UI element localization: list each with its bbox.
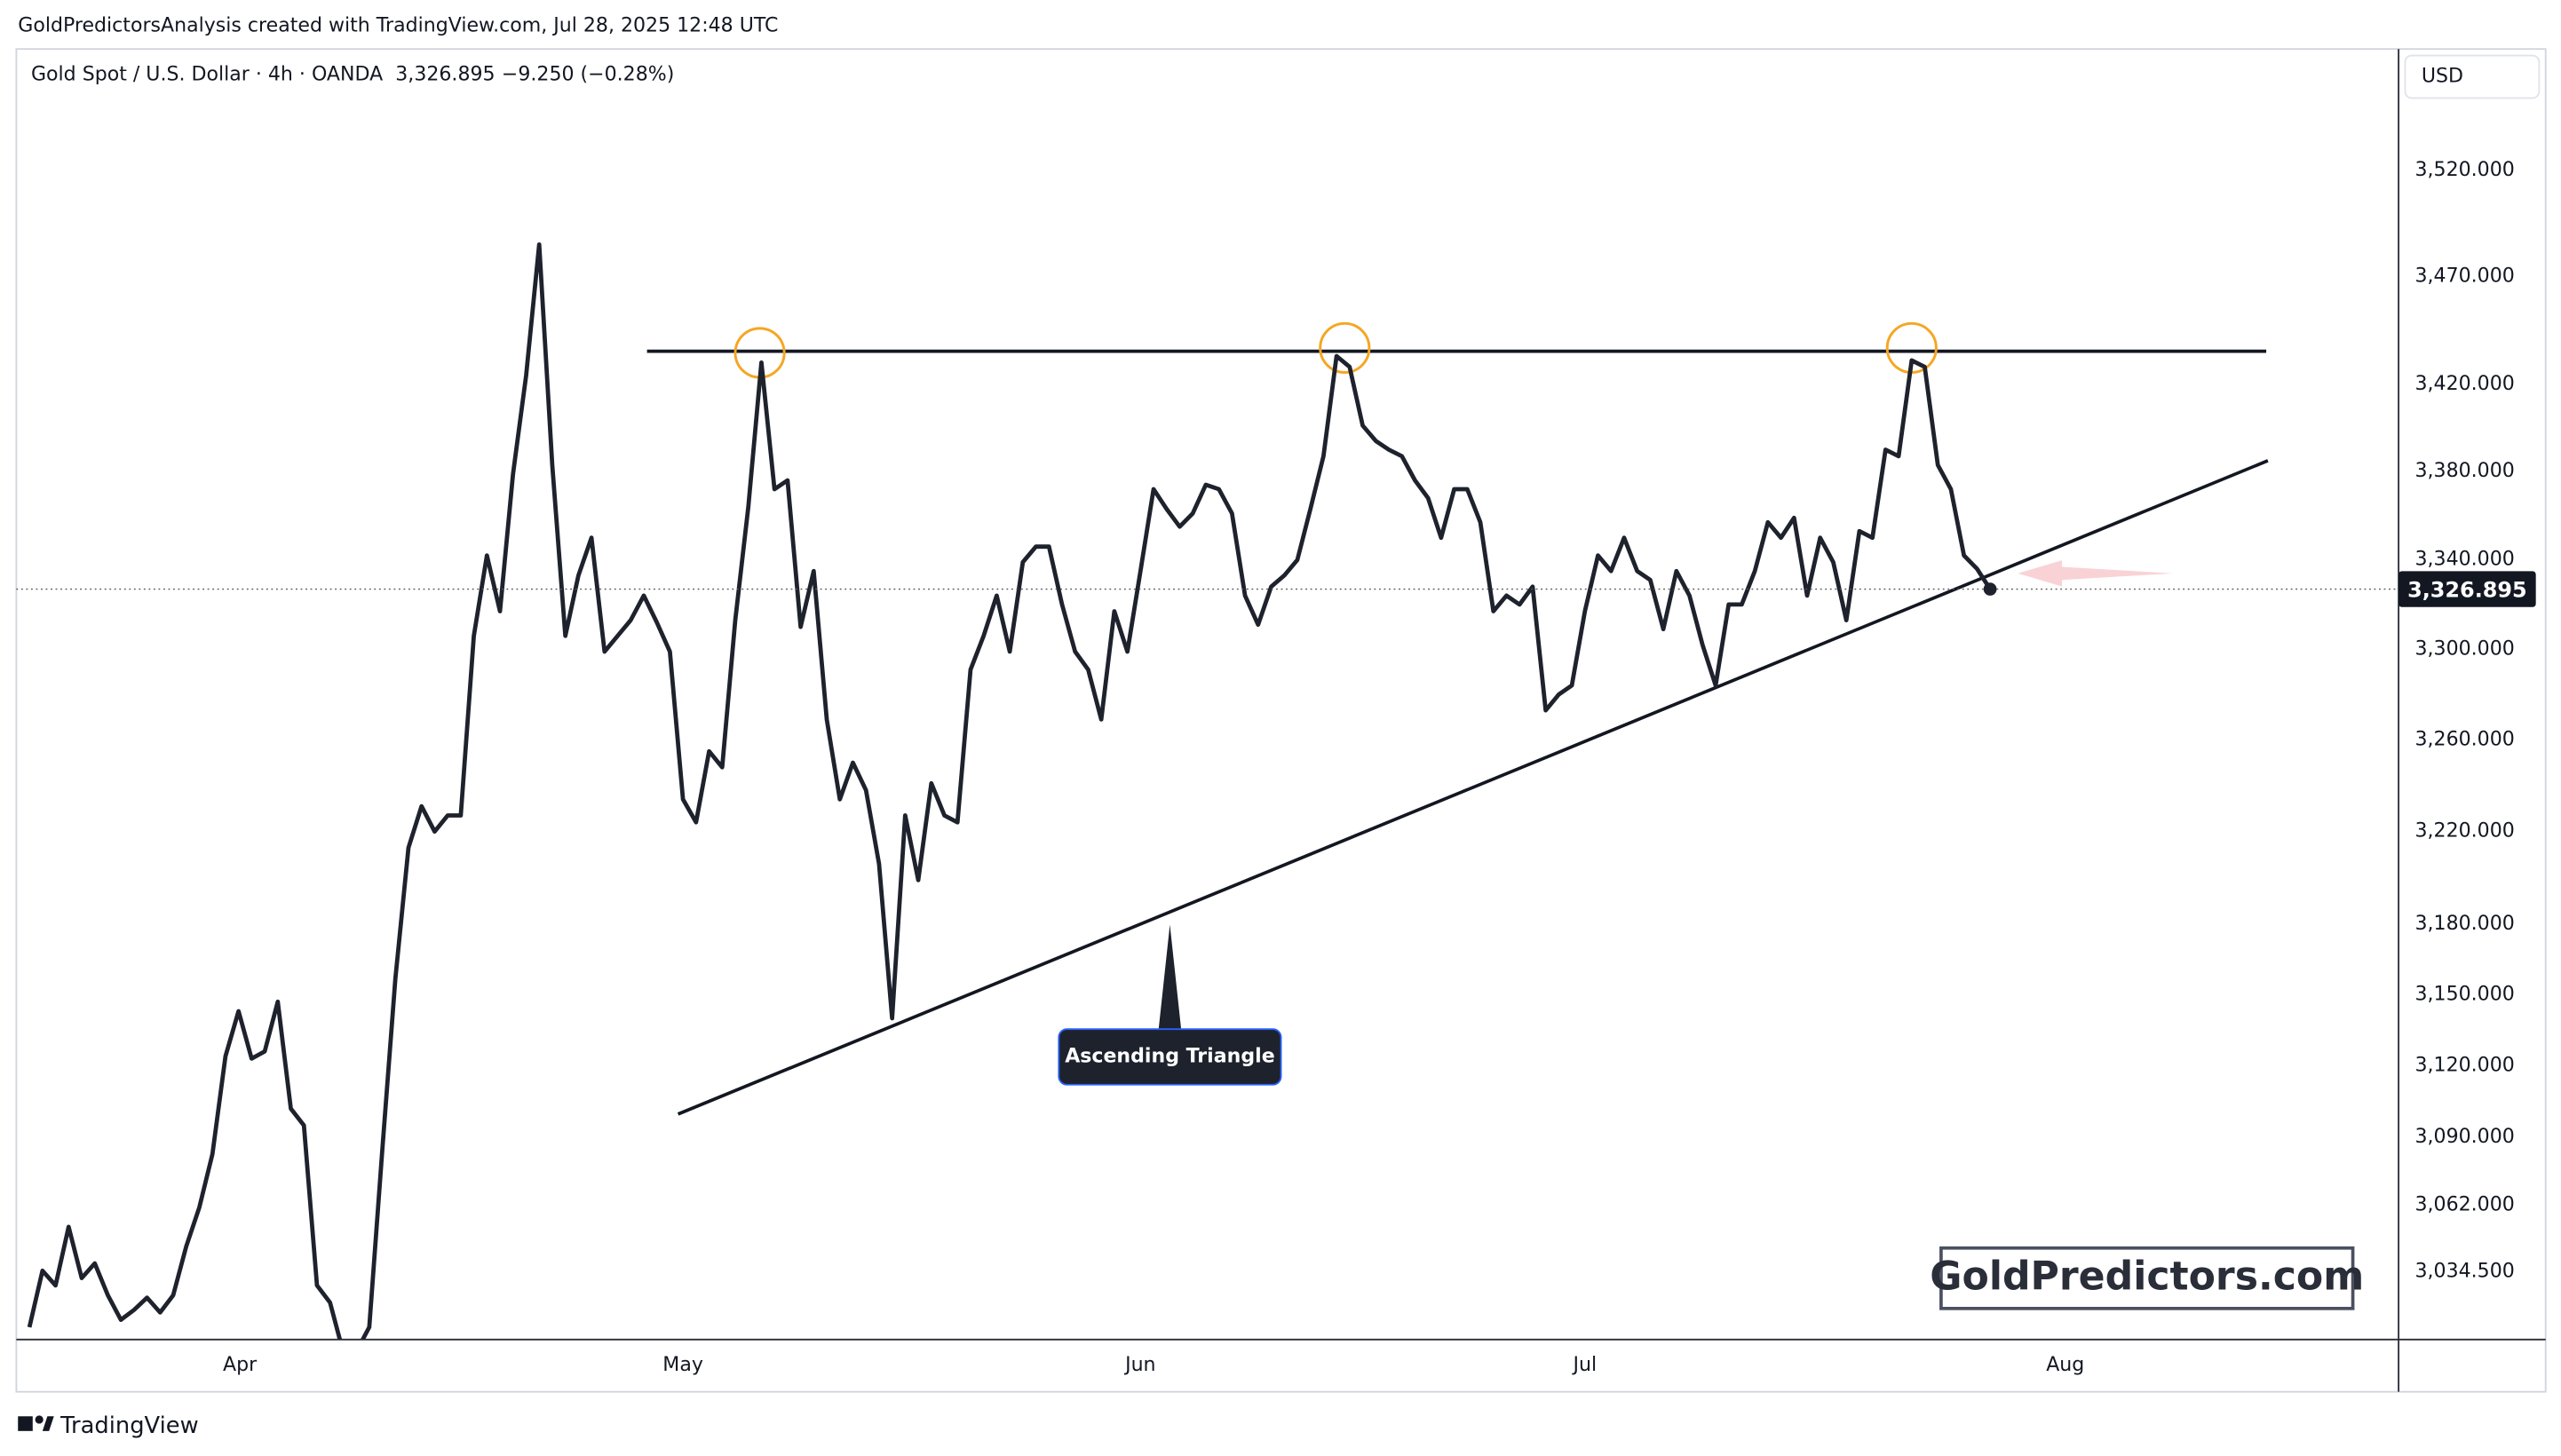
y-tick-label: 3,380.000	[2415, 460, 2515, 482]
currency: USD	[2422, 65, 2463, 87]
y-tick-label: 3,180.000	[2415, 913, 2515, 935]
y-tick-label: 3,420.000	[2415, 373, 2515, 395]
x-tick-label: Apr	[223, 1354, 258, 1376]
currency-box[interactable]	[2404, 54, 2541, 99]
last-point	[1983, 582, 1997, 596]
price-line	[27, 242, 1993, 1340]
price-change: −9.250 (−0.28%)	[502, 64, 674, 86]
x-tick-label: May	[662, 1354, 703, 1376]
logo	[35, 1415, 44, 1424]
last-price: 3,326.895	[395, 64, 495, 86]
peak-circle	[1319, 321, 1371, 374]
y-tick-label: 3,034.500	[2415, 1261, 2515, 1283]
credit: GoldPredictorsAnalysis created with Trad…	[18, 14, 778, 36]
logo	[42, 1416, 54, 1431]
y-tick-label: 3,300.000	[2415, 637, 2515, 660]
price-tag-label: 3,326.895	[2407, 577, 2527, 602]
pointer-arrow	[2018, 560, 2174, 587]
callout-pointer	[1158, 924, 1182, 1032]
price-tag	[2398, 571, 2536, 607]
plot	[27, 242, 1993, 1340]
frame	[15, 48, 2547, 1393]
logo	[18, 1416, 33, 1431]
y-tick-label: 3,220.000	[2415, 820, 2515, 843]
callout-label: Ascending Triangle	[1065, 1045, 1274, 1067]
x-tick-label: Jul	[1571, 1354, 1597, 1376]
trend-line	[677, 459, 2269, 1116]
y-tick-label: 3,470.000	[2415, 265, 2515, 287]
y-tick-label: 3,150.000	[2415, 983, 2515, 1005]
y-tick-label: 3,120.000	[2415, 1054, 2515, 1076]
symbol-title: Gold Spot / U.S. Dollar · 4h · OANDA	[31, 64, 383, 86]
footer-brand: TradingView	[59, 1412, 199, 1439]
y-tick-label: 3,340.000	[2415, 549, 2515, 571]
watermark: GoldPredictors.com	[1930, 1254, 2364, 1300]
y-tick-label: 3,260.000	[2415, 728, 2515, 750]
y-tick-label: 3,520.000	[2415, 159, 2515, 181]
x-tick-label: Jun	[1123, 1354, 1155, 1376]
x-tick-label: Aug	[2046, 1354, 2084, 1376]
y-tick-label: 3,090.000	[2415, 1126, 2515, 1148]
callout-box	[1058, 1028, 1282, 1086]
watermark-box	[1939, 1246, 2355, 1310]
y-tick-label: 3,062.000	[2415, 1193, 2515, 1215]
